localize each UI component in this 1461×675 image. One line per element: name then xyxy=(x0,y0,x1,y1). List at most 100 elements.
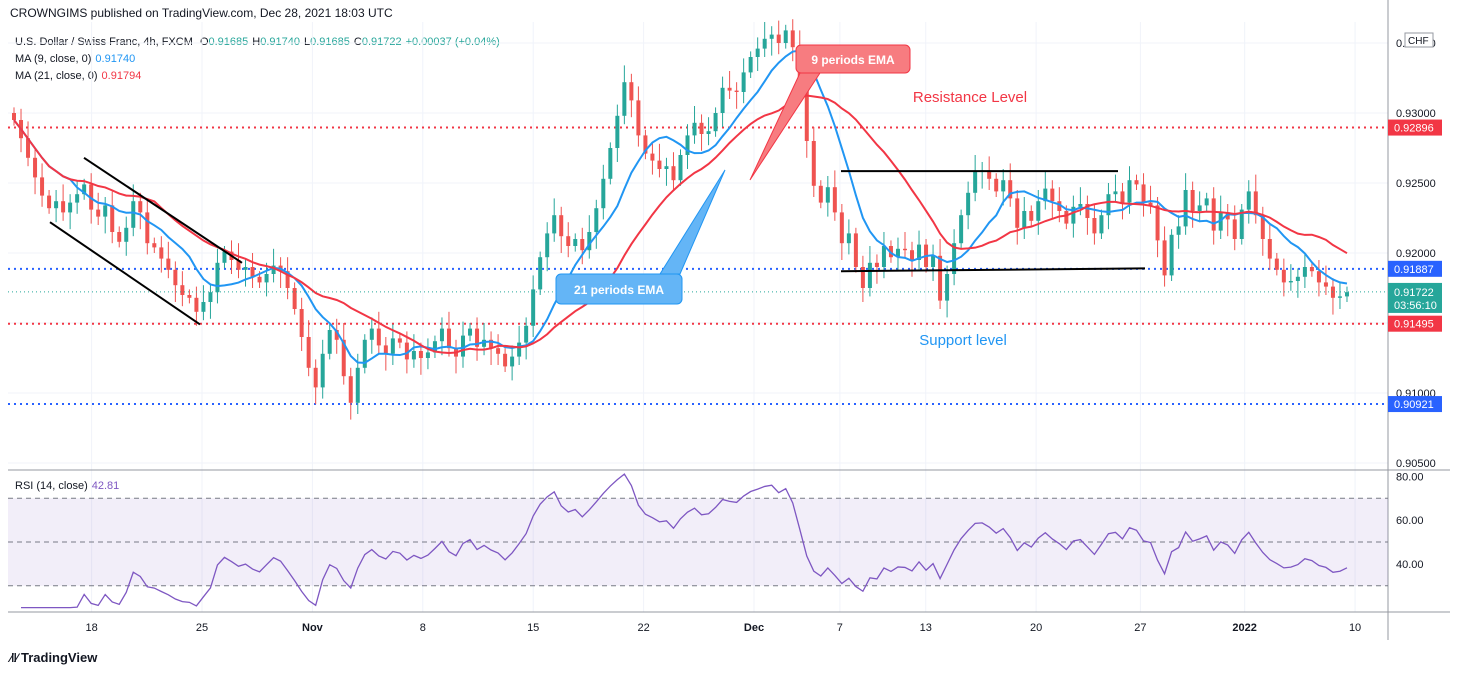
candle-body xyxy=(1260,215,1265,239)
candle-body xyxy=(917,244,922,260)
candle-body xyxy=(33,157,38,178)
candle-body xyxy=(1183,190,1188,227)
x-tick-label: 20 xyxy=(1030,622,1042,634)
candle-body xyxy=(594,208,599,232)
candle-body xyxy=(243,267,248,270)
symbol-legend: U.S. Dollar / Swiss Franc, 4h, FXCM O0.9… xyxy=(15,36,508,48)
x-tick-label: 15 xyxy=(527,622,539,634)
candle-body xyxy=(895,248,900,258)
x-tick-label: 25 xyxy=(196,622,208,634)
level-label: 0.92896 xyxy=(1394,123,1434,135)
candle-body xyxy=(1085,204,1090,218)
candle-body xyxy=(825,187,830,203)
candle-body xyxy=(622,82,627,116)
level-badge xyxy=(1388,396,1442,413)
candle-body xyxy=(601,178,606,209)
rsi-line xyxy=(21,473,1348,609)
x-tick-label: Nov xyxy=(302,622,324,634)
candle-body xyxy=(1022,211,1027,228)
candle-body xyxy=(1246,191,1251,210)
candle-body xyxy=(818,185,823,203)
candle-body xyxy=(615,115,620,148)
currency-badge xyxy=(1404,32,1434,48)
channel-upper-line xyxy=(83,156,243,264)
candle-body xyxy=(636,100,641,136)
candle-body xyxy=(468,328,473,336)
candle-body xyxy=(959,215,964,244)
candle-body xyxy=(552,215,557,234)
x-tick-label: 8 xyxy=(420,622,426,634)
candle-body xyxy=(1267,239,1272,259)
ohlc-values: O0.91685 H0.91740 L0.91685 C0.91722 +0.00037… xyxy=(199,36,500,48)
candle-body xyxy=(1288,281,1293,283)
candle-body xyxy=(75,194,80,203)
candle-body xyxy=(699,122,704,134)
candle-body xyxy=(1337,296,1342,298)
candle-body xyxy=(1106,194,1111,216)
candle-body xyxy=(1176,226,1181,235)
rsi-value: 42.81 xyxy=(91,480,120,492)
level-badge xyxy=(1388,260,1442,277)
candle-body xyxy=(482,339,487,347)
level-badge xyxy=(1388,315,1442,332)
candle-body xyxy=(1239,209,1244,239)
candle-body xyxy=(96,209,101,217)
candle-body xyxy=(201,302,206,312)
tradingview-logo-icon: ⁄‖⁄ xyxy=(10,650,18,665)
range-bottom-line xyxy=(840,267,1146,273)
candle-body xyxy=(306,337,311,368)
candle-body xyxy=(475,328,480,347)
candle-body xyxy=(853,233,858,267)
candle-body xyxy=(517,342,522,357)
candle-body xyxy=(1148,202,1153,206)
candle-body xyxy=(222,251,227,263)
ema21-label: 21 periods EMA xyxy=(574,283,664,297)
candle-body xyxy=(1309,267,1314,272)
candle-body xyxy=(411,351,416,360)
candle-body xyxy=(776,34,781,43)
candle-body xyxy=(152,243,157,248)
candle-body xyxy=(208,292,213,302)
ma21-line xyxy=(13,94,1348,355)
candle-body xyxy=(82,184,87,195)
last-price-label: 0.91722 xyxy=(1394,287,1434,299)
candle-body xyxy=(706,131,711,134)
candle-body xyxy=(1232,219,1237,239)
ma21-value: 0.91794 xyxy=(101,70,142,82)
candle-body xyxy=(762,38,767,49)
candle-body xyxy=(685,135,690,155)
candle-body xyxy=(811,141,816,186)
candle-body xyxy=(124,227,129,242)
candle-body xyxy=(580,239,585,251)
candle-body xyxy=(566,236,571,246)
candle-body xyxy=(769,34,774,39)
candle-body xyxy=(1092,218,1097,234)
candle-body xyxy=(1274,258,1279,270)
candle-body xyxy=(790,30,795,48)
level-label: 0.90921 xyxy=(1394,399,1434,411)
candle-body xyxy=(145,212,150,244)
candle-body xyxy=(987,170,992,179)
ema21-callout-pointer xyxy=(659,169,726,275)
candle-body xyxy=(559,215,564,237)
candle-body xyxy=(418,351,423,358)
candle-body xyxy=(40,177,45,196)
candle-body xyxy=(804,85,809,141)
candle-body xyxy=(994,178,999,192)
candle-body xyxy=(285,271,290,288)
candle-body xyxy=(61,201,66,213)
candle-body xyxy=(902,248,907,251)
candle-body xyxy=(257,276,262,283)
candle-body xyxy=(910,250,915,260)
candle-body xyxy=(1015,198,1020,228)
x-tick-label: 18 xyxy=(85,622,97,634)
candle-body xyxy=(425,352,430,358)
y-tick-label: 0.92000 xyxy=(1396,248,1436,260)
x-tick-label: 10 xyxy=(1349,622,1361,634)
candle-body xyxy=(881,246,886,267)
candle-body xyxy=(587,232,592,251)
candle-body xyxy=(194,297,199,312)
candle-body xyxy=(376,328,381,346)
candle-body xyxy=(671,166,676,181)
